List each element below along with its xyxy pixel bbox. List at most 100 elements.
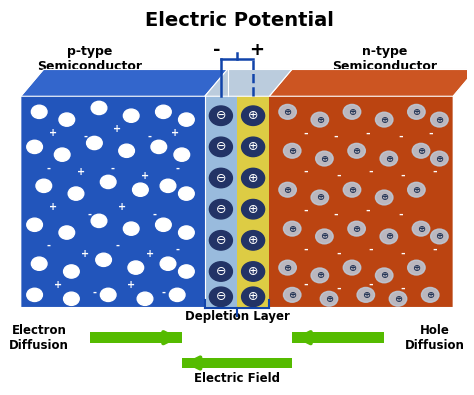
Text: -: - bbox=[46, 163, 50, 173]
Text: ⊕: ⊕ bbox=[435, 231, 444, 241]
Text: +: + bbox=[171, 128, 179, 138]
Text: ⊕: ⊕ bbox=[288, 146, 296, 156]
Text: ⊕: ⊕ bbox=[248, 140, 258, 153]
Text: ⊕: ⊕ bbox=[316, 192, 324, 203]
Text: n-type
Semiconductor: n-type Semiconductor bbox=[332, 45, 437, 73]
Circle shape bbox=[179, 187, 194, 200]
Text: -: - bbox=[366, 206, 370, 216]
Text: ⊕: ⊕ bbox=[385, 154, 393, 164]
Circle shape bbox=[380, 151, 398, 166]
Text: ⊖: ⊖ bbox=[216, 109, 226, 122]
Bar bbox=[237, 96, 269, 307]
Text: ⊕: ⊕ bbox=[283, 185, 292, 195]
Circle shape bbox=[210, 231, 232, 250]
Text: ⊖: ⊖ bbox=[216, 171, 226, 184]
Text: ⊕: ⊕ bbox=[288, 224, 296, 234]
Circle shape bbox=[431, 151, 448, 166]
Circle shape bbox=[59, 226, 74, 239]
Text: ⊕: ⊕ bbox=[380, 192, 388, 203]
Text: ⊕: ⊕ bbox=[435, 115, 444, 124]
Circle shape bbox=[36, 179, 52, 192]
Text: -: - bbox=[336, 171, 340, 181]
Text: ⊕: ⊕ bbox=[412, 107, 420, 117]
Text: -: - bbox=[400, 284, 405, 294]
Circle shape bbox=[137, 292, 153, 305]
Circle shape bbox=[160, 257, 176, 270]
Circle shape bbox=[100, 288, 116, 301]
Text: ⊕: ⊕ bbox=[380, 271, 388, 280]
Circle shape bbox=[242, 137, 264, 156]
Text: Depletion Layer: Depletion Layer bbox=[184, 310, 290, 323]
Text: -: - bbox=[46, 241, 50, 251]
Circle shape bbox=[242, 262, 264, 281]
Circle shape bbox=[87, 136, 102, 150]
Circle shape bbox=[316, 229, 333, 244]
Text: p-type
Semiconductor: p-type Semiconductor bbox=[37, 45, 142, 73]
Text: Hole
Diffusion: Hole Diffusion bbox=[405, 324, 465, 352]
Text: ⊕: ⊕ bbox=[248, 109, 258, 122]
Circle shape bbox=[64, 292, 79, 305]
Circle shape bbox=[59, 113, 74, 126]
Circle shape bbox=[210, 287, 232, 307]
Circle shape bbox=[179, 265, 194, 278]
Circle shape bbox=[169, 288, 185, 301]
Circle shape bbox=[210, 168, 232, 188]
Text: -: - bbox=[400, 171, 405, 181]
Text: ⊕: ⊕ bbox=[426, 290, 434, 300]
Circle shape bbox=[91, 101, 107, 115]
Bar bbox=[205, 96, 237, 307]
Circle shape bbox=[210, 199, 232, 219]
Text: -: - bbox=[147, 132, 152, 142]
Text: -: - bbox=[88, 210, 92, 220]
Circle shape bbox=[408, 260, 425, 275]
Circle shape bbox=[128, 261, 144, 274]
Text: ⊕: ⊕ bbox=[320, 154, 328, 164]
Text: ⊕: ⊕ bbox=[417, 224, 425, 234]
Text: -: - bbox=[432, 245, 437, 255]
Text: ⊕: ⊕ bbox=[248, 290, 258, 303]
Circle shape bbox=[316, 151, 333, 166]
Circle shape bbox=[27, 218, 42, 231]
Text: ⊕: ⊕ bbox=[316, 271, 324, 280]
Text: ⊕: ⊕ bbox=[283, 263, 292, 273]
Text: ⊕: ⊕ bbox=[248, 234, 258, 247]
Circle shape bbox=[375, 112, 393, 127]
Text: -: - bbox=[428, 128, 432, 138]
Circle shape bbox=[343, 260, 361, 275]
Circle shape bbox=[96, 253, 111, 267]
Text: -: - bbox=[304, 280, 308, 290]
Circle shape bbox=[311, 268, 328, 283]
Circle shape bbox=[55, 148, 70, 161]
Circle shape bbox=[31, 257, 47, 270]
Circle shape bbox=[151, 140, 167, 154]
Text: +: + bbox=[76, 167, 85, 177]
Text: -: - bbox=[304, 128, 308, 138]
Text: +: + bbox=[81, 249, 89, 259]
Text: ⊖: ⊖ bbox=[216, 234, 226, 247]
Text: +: + bbox=[118, 202, 126, 212]
Text: +: + bbox=[249, 41, 264, 58]
Circle shape bbox=[412, 221, 430, 236]
Text: ⊖: ⊖ bbox=[216, 203, 226, 216]
Text: ⊕: ⊕ bbox=[435, 154, 444, 164]
Text: ⊕: ⊕ bbox=[380, 115, 388, 124]
Circle shape bbox=[431, 112, 448, 127]
Circle shape bbox=[31, 105, 47, 118]
Text: -: - bbox=[336, 249, 340, 259]
Text: +: + bbox=[113, 124, 121, 134]
Circle shape bbox=[421, 288, 439, 302]
Circle shape bbox=[91, 214, 107, 228]
Text: -: - bbox=[152, 210, 156, 220]
Circle shape bbox=[311, 112, 328, 127]
Text: -: - bbox=[304, 206, 308, 216]
Text: +: + bbox=[54, 280, 62, 290]
Circle shape bbox=[242, 231, 264, 250]
Text: ⊕: ⊕ bbox=[288, 290, 296, 300]
Text: ⊕: ⊕ bbox=[325, 294, 333, 304]
Circle shape bbox=[155, 218, 171, 231]
Circle shape bbox=[64, 265, 79, 278]
Circle shape bbox=[412, 143, 430, 158]
Circle shape bbox=[242, 287, 264, 307]
Circle shape bbox=[357, 288, 374, 302]
Circle shape bbox=[123, 109, 139, 122]
